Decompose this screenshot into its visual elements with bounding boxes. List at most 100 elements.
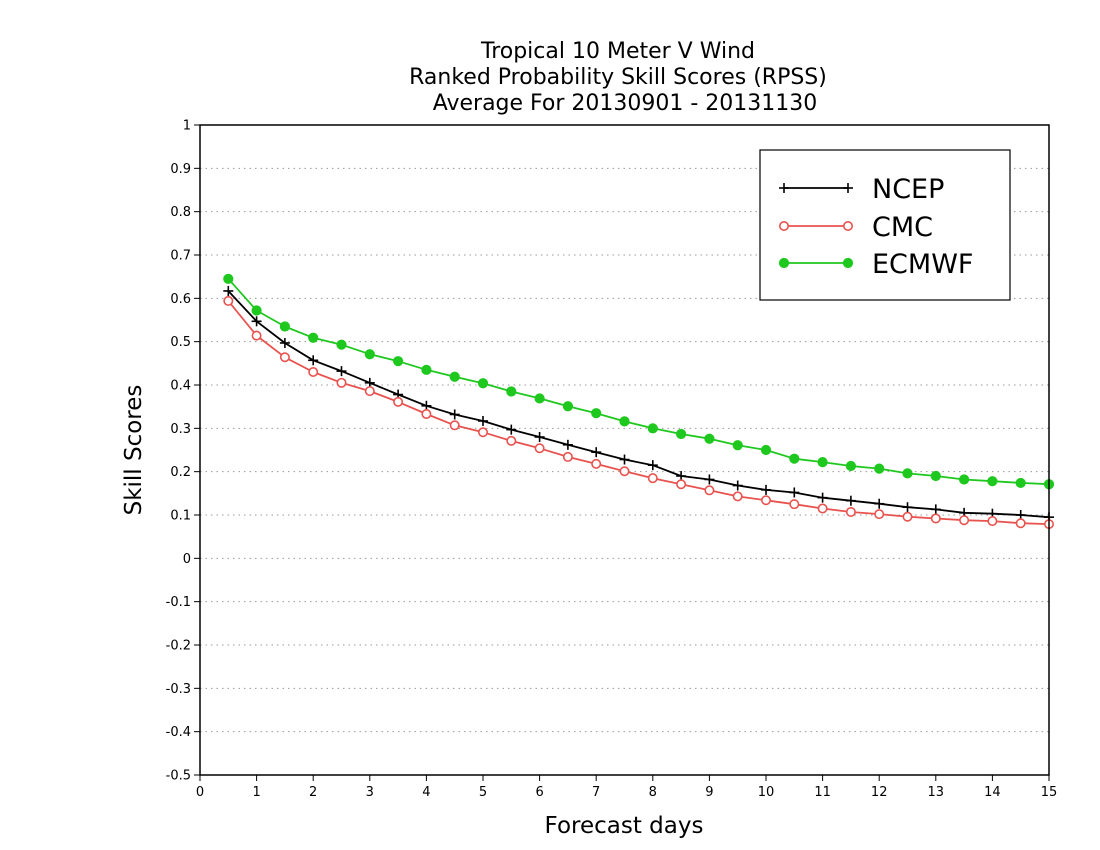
cmc-point	[251, 330, 262, 341]
cmc-point	[279, 352, 290, 363]
ncep-point	[874, 498, 885, 509]
cmc-point	[732, 491, 743, 502]
legend-marker	[842, 221, 853, 232]
ecmwf-point	[817, 457, 828, 468]
ncep-point	[506, 424, 517, 435]
ncep-point	[902, 502, 913, 513]
ecmwf-point	[789, 453, 800, 464]
legend-marker	[843, 183, 853, 193]
ecmwf-point	[902, 468, 913, 479]
ncep-point	[534, 432, 545, 442]
y-tick-label: 0.8	[170, 205, 191, 220]
y-tick-label: -0.1	[166, 595, 191, 610]
ncep-point	[845, 495, 856, 506]
ecmwf-point	[534, 393, 545, 404]
cmc-point	[393, 396, 404, 407]
legend-marker	[842, 257, 854, 269]
x-tick-label: 6	[535, 785, 543, 800]
x-tick-label: 9	[705, 785, 713, 800]
cmc-point	[902, 511, 913, 522]
cmc-point	[477, 427, 488, 438]
ecmwf-point	[336, 339, 347, 350]
x-axis-title: Forecast days	[545, 813, 704, 839]
x-tick-label: 0	[196, 785, 204, 800]
cmc-point	[676, 479, 687, 490]
cmc-point	[959, 515, 970, 526]
y-tick-label: 0.3	[170, 422, 191, 437]
ncep-point	[930, 504, 941, 515]
ecmwf-point	[760, 444, 772, 456]
ncep-point	[704, 474, 715, 485]
ecmwf-point	[477, 378, 489, 389]
ecmwf-point	[223, 273, 234, 284]
series-cmc	[223, 295, 1055, 530]
y-tick-label: 0.9	[170, 162, 191, 177]
y-tick-label: 0.7	[170, 249, 191, 264]
cmc-point	[874, 509, 885, 520]
x-tick-label: 13	[928, 785, 945, 800]
ncep-point	[562, 439, 573, 450]
ncep-point	[223, 285, 234, 296]
ncep-point	[619, 454, 630, 465]
ncep-point	[308, 355, 319, 366]
ncep-point	[591, 447, 602, 458]
ncep-point	[817, 492, 828, 503]
cmc-point	[647, 473, 658, 484]
y-tick-label: 0.2	[170, 465, 191, 480]
cmc-point	[336, 377, 347, 388]
x-tick-label: 15	[1041, 785, 1058, 800]
ncep-line	[227, 290, 1050, 519]
cmc-point	[1015, 518, 1026, 529]
ncep-point	[789, 487, 800, 498]
ncep-point	[647, 460, 658, 471]
cmc-point	[987, 516, 998, 527]
ecmwf-point	[279, 321, 290, 332]
x-axis: 0 1 2 3 4 5 6 7 8 9 10 11 12 13 14 15	[196, 775, 1057, 800]
ecmwf-point	[393, 356, 404, 367]
series-ncep	[223, 285, 1054, 523]
x-tick-label: 5	[479, 785, 487, 800]
ecmwf-point	[930, 470, 941, 482]
x-tick-label: 7	[592, 785, 600, 800]
ncep-point	[761, 484, 771, 495]
ecmwf-point	[308, 332, 319, 343]
cmc-point	[449, 420, 460, 431]
legend-label-ncep: NCEP	[872, 174, 944, 205]
ecmwf-point	[647, 423, 658, 434]
chart-title: Tropical 10 Meter V Wind Ranked Probabil…	[409, 39, 827, 116]
ecmwf-point	[251, 305, 262, 316]
y-tick-label: 0.1	[170, 509, 191, 524]
ecmwf-point	[704, 433, 715, 444]
y-axis-title: Skill Scores	[121, 385, 147, 516]
legend-item-ncep: NCEP	[779, 174, 944, 205]
y-tick-label: -0.2	[166, 639, 191, 654]
cmc-point	[534, 443, 545, 454]
ncep-point	[732, 480, 743, 491]
legend-marker	[778, 257, 790, 269]
x-tick-label: 10	[758, 785, 775, 800]
ncep-point	[449, 409, 460, 420]
ncep-point	[251, 316, 262, 327]
ecmwf-point	[562, 401, 574, 412]
cmc-point	[421, 409, 432, 420]
legend-marker	[778, 221, 789, 232]
y-tick-label: -0.5	[166, 769, 191, 784]
ecmwf-point	[987, 476, 998, 487]
ecmwf-point	[421, 364, 432, 375]
cmc-point	[845, 506, 856, 517]
title-line-3: Average For 20130901 - 20131130	[433, 91, 818, 116]
y-tick-label: -0.4	[166, 725, 191, 740]
cmc-line	[227, 300, 1050, 525]
cmc-point	[760, 495, 771, 506]
ecmwf-point	[874, 463, 885, 474]
ecmwf-point	[619, 416, 630, 427]
series-ecmwf	[223, 273, 1055, 490]
x-tick-label: 12	[871, 785, 888, 800]
ecmwf-point	[449, 371, 460, 382]
y-tick-label: 0.6	[170, 292, 191, 307]
ecmwf-point	[845, 460, 857, 472]
legend-label-cmc: CMC	[872, 212, 933, 243]
x-tick-label: 3	[366, 785, 374, 800]
series-layer	[223, 273, 1055, 530]
